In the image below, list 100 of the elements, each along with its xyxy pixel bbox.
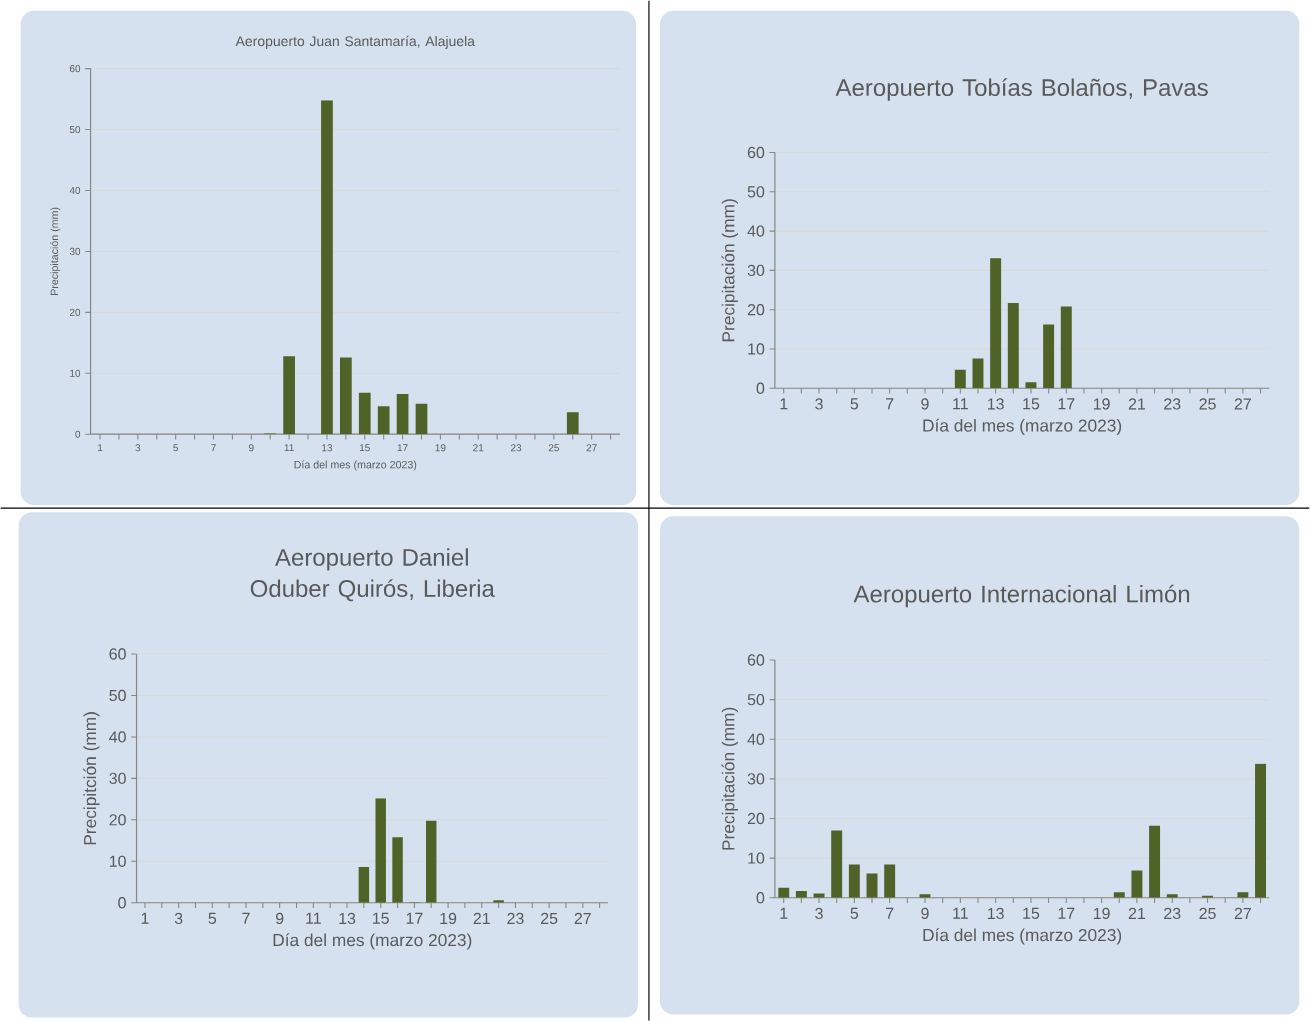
x-tick-label: 5 — [208, 912, 217, 924]
bar — [954, 369, 966, 389]
y-tick-label: 20 — [747, 303, 765, 316]
bar — [884, 864, 896, 898]
bar — [283, 356, 295, 435]
x-tick-label: 13 — [987, 907, 1004, 919]
x-tick-label: 11 — [284, 444, 294, 451]
bar — [321, 100, 333, 435]
x-tick-label: 27 — [574, 912, 591, 924]
chart-title: Aeropuerto Juan Santamaría, Alajuela — [235, 35, 475, 49]
y-tick-label: 0 — [118, 896, 126, 909]
y-tick-label: 10 — [748, 343, 765, 355]
y-tick-label: 30 — [747, 773, 765, 785]
y-tick-label: 0 — [756, 382, 765, 394]
y-tick-label: 60 — [747, 654, 765, 666]
x-tick-label: 9 — [921, 907, 929, 919]
bar — [1131, 870, 1143, 898]
y-tick-label: 60 — [109, 648, 126, 660]
x-tick-label: 25 — [541, 912, 558, 924]
bar — [831, 830, 843, 898]
bar — [377, 406, 390, 435]
bar — [813, 893, 825, 898]
bar — [339, 357, 352, 435]
bar — [1043, 324, 1055, 389]
x-tick-label: 21 — [1128, 907, 1146, 919]
x-tick-label: 17 — [1058, 907, 1075, 919]
x-tick-label: 21 — [1128, 398, 1146, 410]
x-tick-label: 23 — [1164, 907, 1181, 919]
x-tick-label: 15 — [359, 444, 370, 452]
y-axis-title: Precipitación (mm) — [50, 207, 61, 295]
x-tick-label: 9 — [921, 398, 929, 410]
y-tick-label: 50 — [747, 186, 765, 198]
y-tick-label: 30 — [69, 247, 81, 255]
bar — [566, 412, 579, 435]
x-tick-label: 3 — [815, 907, 823, 919]
y-tick-label: 50 — [109, 689, 126, 701]
y-tick-label: 10 — [70, 369, 81, 377]
chart-title: Aeropuerto Internacional Limón — [853, 584, 1190, 608]
y-tick-label: 10 — [109, 855, 126, 867]
bar — [1007, 302, 1019, 389]
x-tick-label: 9 — [275, 912, 284, 924]
y-tick-label: 50 — [747, 693, 765, 706]
x-tick-label: 25 — [1199, 907, 1216, 919]
y-tick-label: 10 — [748, 852, 765, 864]
x-tick-label: 23 — [1164, 398, 1181, 410]
y-tick-label: 50 — [69, 125, 81, 133]
x-tick-label: 5 — [173, 444, 179, 452]
chart-title: Aeropuerto Daniel Oduber Quirós, Liberia — [250, 548, 495, 602]
x-tick-label: 13 — [987, 398, 1004, 410]
x-tick-label: 11 — [306, 912, 321, 924]
y-axis-title: Precipitación (mm) — [721, 707, 738, 850]
x-axis-title: Día del mes (marzo 2023) — [294, 460, 417, 471]
x-tick-label: 25 — [1199, 398, 1216, 410]
x-tick-label: 5 — [850, 907, 859, 919]
bar — [392, 837, 403, 903]
x-axis-title: Día del mes (marzo 2023) — [273, 933, 472, 950]
x-tick-label: 27 — [586, 444, 597, 452]
x-tick-label: 13 — [322, 444, 333, 452]
x-tick-label: 23 — [510, 444, 522, 452]
y-tick-label: 60 — [747, 146, 765, 159]
bar — [396, 393, 409, 435]
x-tick-label: 19 — [1093, 398, 1110, 410]
y-tick-label: 30 — [747, 264, 765, 276]
x-tick-label: 19 — [440, 912, 457, 924]
x-tick-label: 17 — [397, 444, 408, 451]
chart-title: Aeropuerto Tobías Bolaños, Pavas — [835, 78, 1208, 101]
bar — [1237, 892, 1249, 898]
y-tick-label: 20 — [69, 308, 81, 316]
x-tick-label: 15 — [1023, 907, 1040, 919]
x-tick-label: 9 — [248, 444, 254, 452]
y-tick-label: 40 — [747, 733, 765, 745]
x-tick-label: 3 — [174, 912, 183, 924]
x-tick-label: 17 — [406, 912, 423, 924]
x-tick-label: 17 — [1058, 398, 1075, 410]
y-tick-label: 60 — [69, 64, 81, 72]
x-tick-label: 1 — [141, 912, 149, 924]
bar — [1113, 892, 1125, 898]
y-axis-title: Precipitación (mm) — [721, 199, 738, 341]
y-tick-label: 0 — [75, 430, 81, 438]
bar — [375, 798, 386, 903]
x-tick-label: 1 — [780, 398, 788, 410]
x-tick-label: 21 — [473, 444, 484, 452]
y-tick-label: 0 — [756, 891, 765, 904]
bar — [972, 358, 984, 389]
bar — [358, 866, 370, 903]
bar — [358, 392, 371, 435]
y-tick-label: 20 — [747, 812, 765, 824]
bar — [1060, 306, 1072, 389]
bar — [415, 403, 428, 435]
x-tick-label: 11 — [953, 907, 968, 919]
bar — [1025, 382, 1037, 389]
x-tick-label: 25 — [548, 444, 559, 452]
x-tick-label: 19 — [1093, 907, 1110, 919]
y-tick-label: 40 — [109, 731, 126, 743]
bar — [990, 258, 1002, 389]
x-tick-label: 27 — [1234, 907, 1251, 919]
x-tick-label: 3 — [135, 444, 141, 452]
bar — [848, 864, 860, 898]
y-tick-label: 20 — [109, 814, 126, 826]
x-tick-label: 15 — [373, 912, 389, 924]
